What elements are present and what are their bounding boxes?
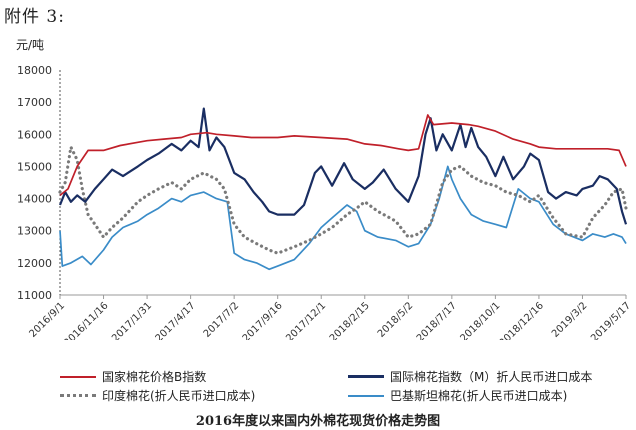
legend-label-pakistan: 巴基斯坦棉花(折人民币进口成本)	[390, 389, 568, 403]
legend-label-b-index: 国家棉花价格B指数	[102, 370, 207, 384]
y-tick-label: 17000	[17, 96, 52, 109]
legend-label-m-index: 国际棉花指数（M）折人民币进口成本	[390, 370, 593, 384]
legend-item-b-index: 国家棉花价格B指数	[60, 368, 206, 385]
series-line-2	[58, 107, 628, 225]
legend-swatch-b-index	[60, 375, 96, 378]
y-tick-label: 16000	[17, 128, 52, 141]
y-tick-label: 12000	[17, 257, 52, 270]
x-tick-label: 2017/7/2	[202, 300, 242, 340]
y-tick-label: 11000	[17, 289, 52, 302]
y-tick-label: 18000	[17, 64, 52, 77]
series-line-4	[59, 165, 627, 271]
series-line-3	[58, 145, 628, 255]
x-tick-label: 2018/12/16	[497, 300, 546, 340]
legend-label-india: 印度棉花(折人民币进口成本)	[102, 389, 256, 403]
x-tick-label: 2019/5/17	[589, 300, 633, 340]
y-axis-unit-label: 元/吨	[16, 38, 45, 52]
series-line-1	[59, 114, 627, 197]
x-tick-label: 2017/1/31	[110, 300, 154, 340]
attachment-label: 附件 3:	[4, 7, 65, 27]
x-tick-label: 2018/5/2	[376, 300, 416, 340]
x-tick-label: 2016/11/16	[62, 300, 111, 340]
y-tick-label: 14000	[17, 193, 52, 206]
x-tick-label: 2018/7/17	[415, 300, 459, 340]
legend-swatch-m-index	[348, 375, 384, 378]
x-tick-label: 2016/9/1	[28, 300, 68, 340]
x-tick-label: 2018/2/15	[328, 300, 372, 340]
legend-item-m-index: 国际棉花指数（M）折人民币进口成本	[348, 368, 592, 385]
y-tick-label: 15000	[17, 160, 52, 173]
legend-swatch-pakistan	[348, 394, 384, 397]
x-tick-label: 2018/10/1	[458, 300, 502, 340]
chart-axes: 11000 12000 13000 14000 15000 16000 17000 18000…	[17, 64, 633, 340]
x-tick-label: 2017/12/1	[284, 300, 328, 340]
chart-series-layer	[58, 107, 628, 271]
x-tick-label: 2017/9/16	[241, 300, 285, 340]
legend-item-pakistan: 巴基斯坦棉花(折人民币进口成本)	[348, 387, 567, 404]
x-tick-label: 2019/3/2	[550, 300, 590, 340]
legend-item-india: 印度棉花(折人民币进口成本)	[60, 387, 255, 404]
y-tick-label: 13000	[17, 225, 52, 238]
chart-caption: 2016年度以来国内外棉花现货价格走势图	[195, 414, 441, 429]
x-tick-label: 2017/4/17	[154, 300, 198, 340]
legend-swatch-india	[60, 394, 96, 397]
price-trend-chart: 11000 12000 13000 14000 15000 16000 17000 18000…	[17, 64, 633, 340]
